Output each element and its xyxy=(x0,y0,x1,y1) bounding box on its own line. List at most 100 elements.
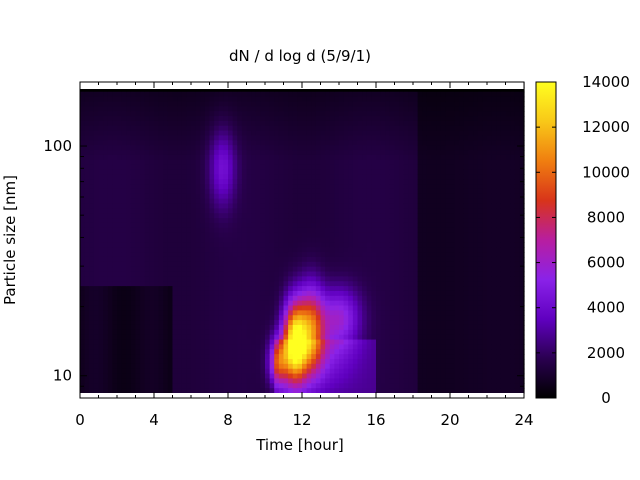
heatmap-cell xyxy=(218,140,224,146)
heatmap-cell xyxy=(255,334,261,341)
heatmap-cell xyxy=(121,184,127,190)
heatmap-cell xyxy=(163,130,169,137)
heatmap-cell xyxy=(431,383,437,389)
heatmap-cell xyxy=(80,164,86,171)
heatmap-cell xyxy=(371,324,377,331)
heatmap-cell xyxy=(269,378,275,384)
heatmap-cell xyxy=(140,150,146,156)
heatmap-cell xyxy=(130,91,137,98)
heatmap-cell xyxy=(246,290,252,297)
heatmap-cell xyxy=(399,388,405,394)
heatmap-cell xyxy=(408,305,414,311)
heatmap-cell xyxy=(389,198,396,205)
heatmap-cell xyxy=(255,383,261,389)
heatmap-cell xyxy=(385,193,391,200)
heatmap-cell xyxy=(232,315,238,321)
heatmap-cell xyxy=(117,310,123,316)
heatmap-cell xyxy=(149,334,155,341)
heatmap-cell xyxy=(260,193,266,200)
heatmap-cell xyxy=(135,222,141,229)
heatmap-cell xyxy=(311,227,317,234)
heatmap-cell xyxy=(408,261,414,268)
heatmap-cell xyxy=(135,354,141,360)
heatmap-cell xyxy=(191,281,197,287)
heatmap-cell xyxy=(167,256,174,263)
heatmap-cell xyxy=(241,106,248,112)
heatmap-cell xyxy=(339,266,345,273)
heatmap-cell xyxy=(394,290,400,297)
heatmap-cell xyxy=(251,101,257,107)
heatmap-cell xyxy=(126,159,132,166)
heatmap-cell xyxy=(149,276,155,282)
heatmap-cell xyxy=(126,334,132,341)
heatmap-cell xyxy=(352,174,359,180)
heatmap-cell xyxy=(403,281,409,287)
heatmap-cell xyxy=(348,320,354,326)
heatmap-cell xyxy=(117,373,123,380)
heatmap-cell xyxy=(172,135,178,141)
heatmap-cell xyxy=(214,271,220,277)
heatmap-cell xyxy=(297,281,303,287)
heatmap-cell xyxy=(376,111,382,117)
heatmap-cell xyxy=(154,198,160,205)
heatmap-cell xyxy=(232,305,238,311)
heatmap-cell xyxy=(274,111,280,117)
heatmap-cell xyxy=(177,281,183,287)
heatmap-cell xyxy=(218,247,224,253)
heatmap-cell xyxy=(241,320,248,326)
heatmap-cell xyxy=(237,101,243,107)
heatmap-cell xyxy=(311,271,317,277)
heatmap-cell xyxy=(241,140,248,146)
heatmap-cell xyxy=(121,208,127,214)
heatmap-cell xyxy=(204,213,211,219)
heatmap-cell xyxy=(389,208,396,214)
heatmap-cell xyxy=(389,116,396,122)
heatmap-cell xyxy=(209,86,215,93)
heatmap-cell xyxy=(107,164,113,171)
heatmap-cell xyxy=(218,310,224,316)
heatmap-cell xyxy=(232,344,238,350)
heatmap-cell xyxy=(325,135,331,141)
heatmap-cell xyxy=(315,247,322,253)
heatmap-cell xyxy=(144,334,150,341)
heatmap-cell xyxy=(426,154,433,161)
heatmap-cell xyxy=(376,237,382,243)
heatmap-cell xyxy=(366,358,372,365)
heatmap-cell xyxy=(163,101,169,107)
heatmap-cell xyxy=(283,256,289,263)
heatmap-cell xyxy=(366,213,372,219)
heatmap-cell xyxy=(191,373,197,380)
heatmap-cell xyxy=(311,358,317,365)
heatmap-cell xyxy=(431,281,437,287)
heatmap-cell xyxy=(417,125,423,132)
heatmap-cell xyxy=(181,135,187,141)
heatmap-cell xyxy=(223,315,229,321)
heatmap-cell xyxy=(292,334,298,341)
heatmap-cell xyxy=(334,315,340,321)
heatmap-cell xyxy=(98,329,104,336)
heatmap-cell xyxy=(348,271,354,277)
heatmap-cell xyxy=(144,310,150,316)
heatmap-cell xyxy=(154,281,160,287)
heatmap-cell xyxy=(149,120,155,127)
heatmap-cell xyxy=(200,349,206,355)
heatmap-cell xyxy=(269,169,275,175)
heatmap-cell xyxy=(163,329,169,336)
heatmap-cell xyxy=(103,339,109,346)
heatmap-cell xyxy=(80,378,86,384)
heatmap-cell xyxy=(204,363,211,370)
heatmap-cell xyxy=(292,315,298,321)
heatmap-cell xyxy=(371,145,377,151)
heatmap-cell xyxy=(218,256,224,263)
heatmap-cell xyxy=(283,91,289,98)
heatmap-cell xyxy=(288,388,294,394)
heatmap-cell xyxy=(154,368,160,375)
heatmap-cell xyxy=(417,349,423,355)
heatmap-cell xyxy=(417,213,423,219)
heatmap-cell xyxy=(352,116,359,122)
heatmap-cell xyxy=(348,344,354,350)
heatmap-cell xyxy=(223,218,229,224)
heatmap-cell xyxy=(255,159,261,166)
heatmap-cell xyxy=(297,101,303,107)
heatmap-cell xyxy=(265,324,271,331)
